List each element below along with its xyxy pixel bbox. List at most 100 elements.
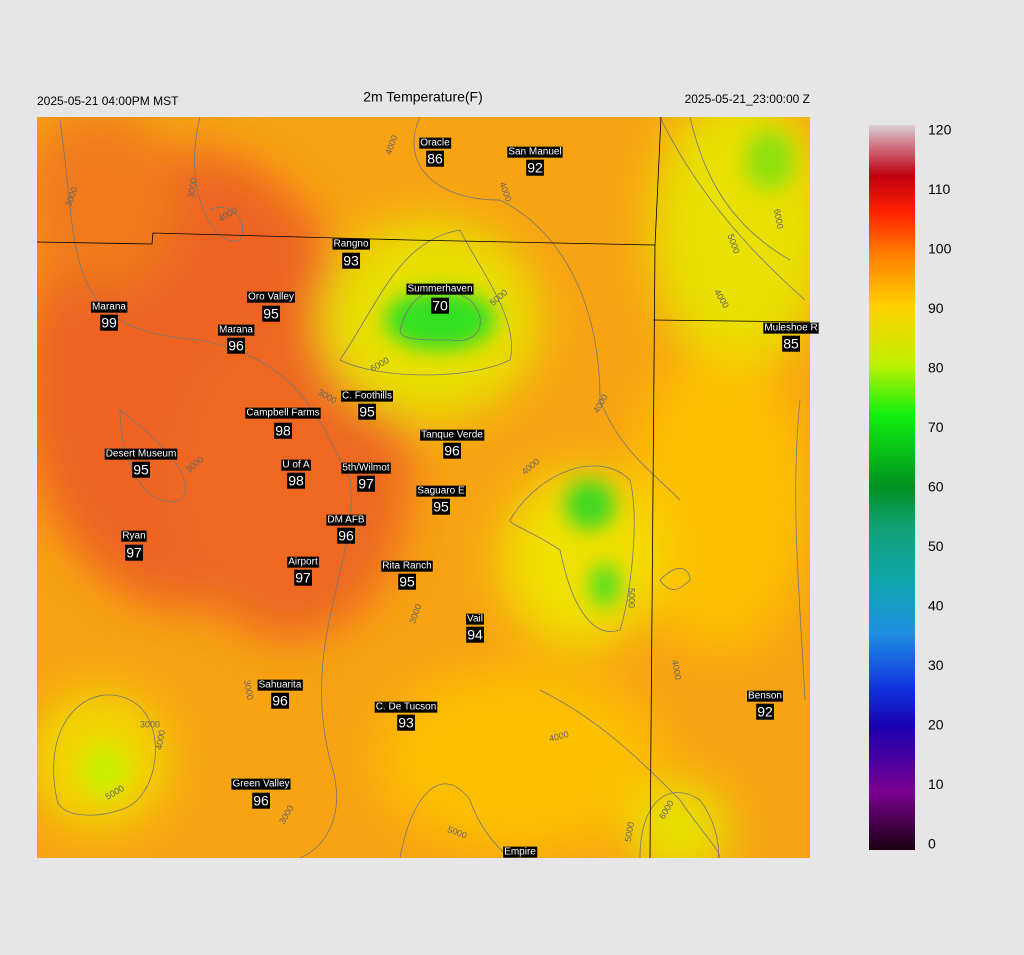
colorbar-tick-label: 120 (928, 122, 952, 138)
station-name-bg (406, 283, 474, 295)
colorbar-tick-label: 0 (928, 836, 936, 852)
station-name: Campbell Farms (246, 408, 319, 419)
station-name-bg (245, 407, 321, 419)
station-name: Oro Valley (248, 292, 294, 303)
station-name: San Manuel (508, 147, 561, 158)
station-temp: 98 (275, 423, 291, 439)
station-name: Desert Museum (106, 449, 177, 460)
station-name: Sahuarita (259, 680, 302, 691)
contour-label: 3000 (186, 177, 199, 198)
colorbar-tick-label: 10 (928, 776, 944, 792)
header-right: 2025-05-21_23:00:00 Z (685, 92, 810, 106)
station-name-bg (257, 679, 303, 691)
contour-label: 4000 (154, 729, 167, 750)
contour-label: 5000 (627, 588, 637, 608)
station-name-bg (341, 462, 391, 474)
station-name: C. De Tucson (376, 702, 437, 713)
station-name: Ryan (122, 531, 145, 542)
station-temp-bg (756, 703, 774, 720)
header-left: 2025-05-21 04:00PM MST (37, 94, 179, 108)
colorbar (869, 125, 915, 850)
station-temp-bg (271, 692, 289, 709)
station-name-bg (281, 459, 311, 471)
station-name-bg (218, 324, 255, 336)
station-temp-bg (125, 544, 143, 561)
station-name-bg (503, 846, 538, 858)
colorbar-tick-label: 30 (928, 657, 944, 673)
station-name: Saguaro E (417, 486, 465, 497)
station-name-bg (104, 448, 178, 460)
contour-label: 4000 (670, 659, 683, 680)
station-temp-bg (358, 403, 376, 420)
station-temp-bg (432, 498, 450, 515)
station-temp: 99 (101, 315, 117, 331)
station-temp-bg (262, 305, 280, 322)
station-temp-bg (274, 422, 292, 439)
station-temp-bg (526, 159, 544, 176)
station-name: Muleshoe R (764, 323, 817, 334)
station-name: Marana (219, 325, 253, 336)
station-name: Empire (504, 847, 536, 858)
station-temp: 96 (272, 693, 288, 709)
station-name: Green Valley (232, 779, 289, 790)
contour-label: 3000 (140, 719, 160, 729)
station-temp: 70 (432, 298, 448, 314)
station-name: Tanque Verde (421, 430, 483, 441)
station-temp-bg (398, 573, 416, 590)
station-name: Rangno (333, 239, 368, 250)
station-temp: 95 (263, 306, 279, 322)
station-temp: 96 (253, 793, 269, 809)
station-name-bg (340, 390, 394, 402)
station-temp: 98 (288, 473, 304, 489)
station-name: Vail (467, 614, 483, 625)
colorbar-tick-label: 90 (928, 300, 944, 316)
title: 2m Temperature(F) (363, 89, 483, 105)
station-name-bg (247, 291, 295, 303)
station-temp: 97 (358, 476, 374, 492)
station-name: DM AFB (327, 515, 365, 526)
station-temp: 93 (398, 715, 414, 731)
station-temp: 95 (399, 574, 415, 590)
station-name: Marana (92, 302, 126, 313)
station-name-bg (326, 514, 366, 526)
station-temp: 97 (295, 570, 311, 586)
station-name: Airport (288, 557, 318, 568)
station-name-bg (507, 146, 563, 158)
station-name: 5th/Wilmot (342, 463, 389, 474)
station-name-bg (420, 429, 485, 441)
station-name-bg (466, 613, 484, 625)
station-name-bg (332, 238, 370, 250)
station-temp: 95 (433, 499, 449, 515)
station-temp: 96 (338, 528, 354, 544)
station-name: Summerhaven (407, 284, 472, 295)
station-temp-bg (443, 442, 461, 459)
station-temp: 86 (427, 151, 443, 167)
station-name-bg (419, 137, 452, 149)
station-name-bg (381, 560, 433, 572)
contour-label: 3000 (242, 679, 255, 700)
station-temp-bg (287, 472, 305, 489)
station-temp-bg (431, 297, 449, 314)
station-name-bg (231, 778, 291, 790)
colorbar-tick-label: 100 (928, 241, 952, 257)
contour-label: 6000 (772, 208, 785, 229)
station-temp-bg (294, 569, 312, 586)
map: 3000 300040004000400030006000500030003000… (37, 117, 810, 858)
station-temp: 93 (343, 253, 359, 269)
station-name: U of A (282, 460, 310, 471)
station-temp: 96 (228, 338, 244, 354)
station-name: Rita Ranch (382, 561, 431, 572)
station-name: C. Foothills (342, 391, 392, 402)
station-temp-bg (100, 314, 118, 331)
station-name-bg (121, 530, 147, 542)
contour-label: 5000 (623, 821, 636, 842)
colorbar-tick-label: 50 (928, 538, 944, 554)
station-temp-bg (397, 714, 415, 731)
station-temp-bg (132, 461, 150, 478)
colorbar-tick-label: 60 (928, 479, 944, 495)
station-temp-bg (357, 475, 375, 492)
station-name: Oracle (420, 138, 450, 149)
station-temp-bg (342, 252, 360, 269)
station-temp: 92 (757, 704, 773, 720)
